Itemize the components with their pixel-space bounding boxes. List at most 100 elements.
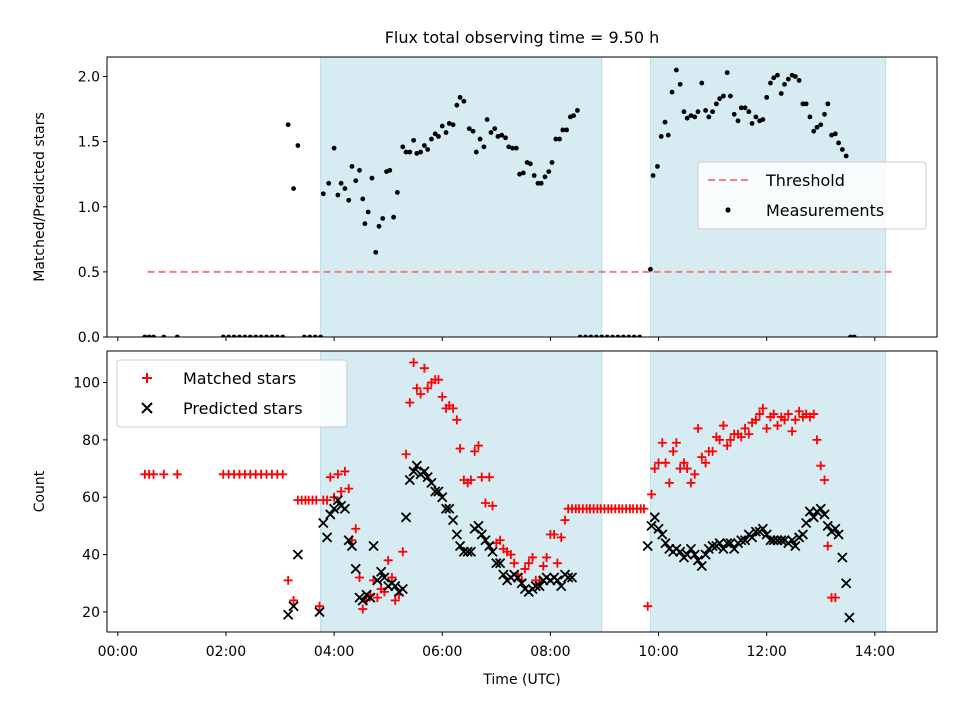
predicted-stars-point <box>675 546 686 557</box>
axes-frame <box>106 56 938 338</box>
measurements-point <box>320 191 326 197</box>
matched-stars-point <box>506 550 516 560</box>
predicted-stars-point <box>642 540 653 552</box>
top-panel: 0.0 0.5 1.0 1.5 2.0 Matched/Predicted stars Th… <box>32 56 938 346</box>
predicted-stars-point <box>328 503 340 514</box>
predicted-stars-point <box>725 537 736 549</box>
measurements-point <box>811 128 817 134</box>
measurements-point <box>792 74 798 79</box>
matched-stars-point <box>549 530 559 540</box>
predicted-stars-point <box>314 606 325 618</box>
predicted-stars-point <box>411 460 422 471</box>
matched-stars-point <box>751 415 761 425</box>
predicted-stars-point <box>682 549 693 560</box>
measurements-point <box>637 334 643 337</box>
predicted-stars-point <box>776 535 787 546</box>
matched-stars-point <box>322 495 332 505</box>
measurements-point <box>768 80 773 86</box>
measurements-point <box>531 173 537 178</box>
matched-stars-point <box>671 438 681 448</box>
predicted-stars-point <box>722 537 733 549</box>
matched-stars-point <box>358 604 368 614</box>
predicted-stars-point <box>484 540 495 552</box>
measurements-point <box>829 132 834 138</box>
measurements-point <box>269 334 275 337</box>
matched-stars-point <box>372 593 382 603</box>
measurements-point <box>439 123 445 129</box>
measurements-point <box>429 136 434 142</box>
measurements-point <box>499 132 505 138</box>
matched-stars-point <box>437 392 447 402</box>
measurements-point <box>481 144 487 150</box>
matched-stars-point <box>755 409 765 419</box>
matched-stars-point <box>401 449 411 459</box>
measurements-point <box>575 107 580 113</box>
measurements-point <box>425 147 431 152</box>
legend-marker-measurements <box>725 207 731 213</box>
matched-stars-point <box>455 443 465 453</box>
x-tick-label: 06:00 <box>422 644 462 660</box>
predicted-stars-point <box>757 523 769 534</box>
matched-stars-point <box>488 501 498 511</box>
measurements-point <box>432 131 438 137</box>
measurements-point <box>843 153 849 159</box>
matched-stars-point <box>405 398 415 408</box>
matched-stars-point <box>333 469 343 479</box>
measurements-point <box>620 334 626 337</box>
predicted-stars-point <box>422 472 433 483</box>
legend: Threshold Measurements <box>697 161 927 230</box>
matched-stars-point <box>466 475 476 485</box>
measurements-point <box>553 136 559 142</box>
measurements-point <box>814 124 820 130</box>
matched-stars-point <box>355 573 365 583</box>
measurements-point <box>151 334 156 337</box>
predicted-stars-point <box>808 512 819 523</box>
measurements-point <box>470 128 476 134</box>
matched-stars-point <box>495 535 505 545</box>
measurements-point <box>461 98 467 104</box>
measurements-point <box>593 334 599 337</box>
x-tick-label: 12:00 <box>746 644 786 660</box>
predicted-stars-point <box>750 526 761 537</box>
matched-stars-point <box>484 472 494 482</box>
y-tick-label: 1.5 <box>78 135 100 151</box>
measurements-point <box>365 209 371 215</box>
measurements-point <box>650 173 656 178</box>
predicted-stars-point <box>689 549 700 560</box>
matched-stars-point <box>477 472 487 482</box>
chart-title: Flux total observing time = 9.50 h <box>385 28 660 47</box>
predicted-stars-point <box>649 512 660 523</box>
matched-stars-point <box>336 487 346 496</box>
measurements-point <box>703 107 708 113</box>
matched-stars-point <box>387 573 397 583</box>
y-tick-label: 1.0 <box>78 200 100 216</box>
measurements-point <box>692 114 698 120</box>
measurements-point <box>335 192 341 198</box>
measurements-point <box>564 127 570 133</box>
predicted-stars-point <box>292 549 304 560</box>
predicted-stars-point <box>696 560 707 572</box>
measurements-point <box>771 75 777 81</box>
predicted-stars-point <box>685 543 697 554</box>
matched-stars-point <box>452 415 462 425</box>
measurements-point <box>291 186 296 191</box>
matched-stars-point <box>560 515 570 525</box>
x-axis-label: Time (UTC) <box>482 672 560 688</box>
y-tick-label: 0.5 <box>78 265 100 281</box>
measurements-point <box>394 190 400 195</box>
predicted-stars-point <box>646 520 657 532</box>
y-tick-label: 80 <box>82 433 100 449</box>
predicted-stars-series <box>283 460 855 623</box>
matched-stars-point <box>718 421 728 431</box>
matched-stars-point <box>542 552 552 562</box>
predicted-stars-point <box>707 540 718 552</box>
matched-stars-point <box>740 423 750 433</box>
y-axis-label: Count <box>32 470 48 512</box>
predicted-stars-point <box>692 555 704 566</box>
measurements-point <box>731 111 737 117</box>
legend-label-measurements: Measurements <box>766 201 884 220</box>
bottom-panel: 20 40 60 80 100 00:00 02:00 04:00 06:00 08:00 10:0… <box>32 350 938 688</box>
measurements-point <box>346 197 352 203</box>
predicted-stars-point <box>430 486 441 497</box>
predicted-stars-point <box>376 566 387 577</box>
